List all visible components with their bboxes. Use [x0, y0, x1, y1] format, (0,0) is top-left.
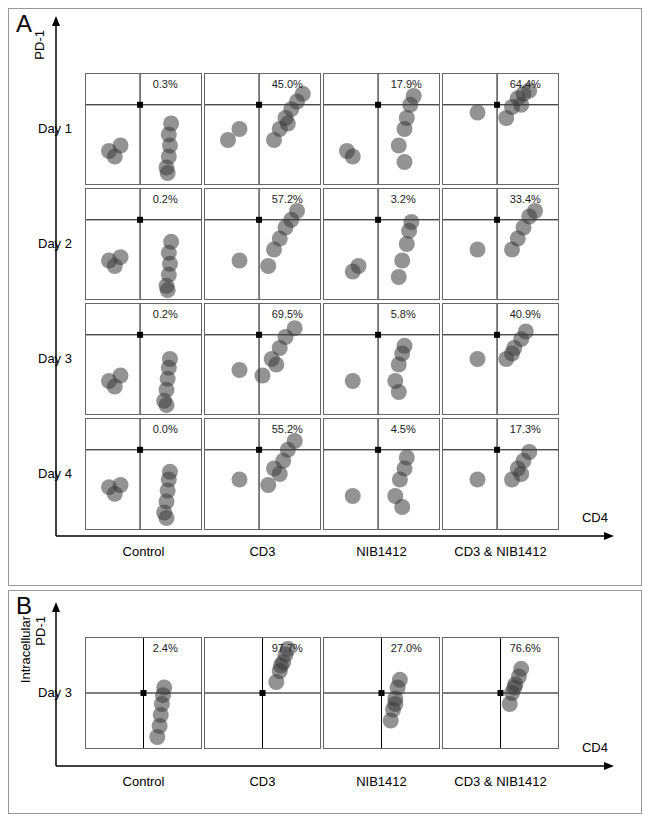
html-text:4.5%: 4.5% — [390, 423, 416, 435]
html-text:CD3 & NIB1412: CD3 & NIB1412 — [454, 774, 547, 789]
html-text:CD3: CD3 — [249, 544, 276, 559]
html-text:Control: Control — [122, 774, 165, 789]
html-text:3.2%: 3.2% — [390, 193, 416, 205]
html-text:CD3 & NIB1412: CD3 & NIB1412 — [454, 544, 547, 559]
html-text:B: B — [16, 592, 32, 619]
svg-text:IntracellularPD-1: IntracellularPD-1 — [18, 615, 48, 683]
html-text:55.2%: 55.2% — [271, 423, 303, 435]
html-text:45.0%: 45.0% — [271, 78, 303, 90]
html-text:0.2%: 0.2% — [152, 193, 178, 205]
html-text:64.4%: 64.4% — [509, 78, 541, 90]
html-text:97.7%: 97.7% — [271, 642, 303, 654]
html-text:Day 2: Day 2 — [38, 236, 72, 251]
html-text:Control: Control — [122, 544, 165, 559]
html-text:33.4%: 33.4% — [509, 193, 541, 205]
html-text:A: A — [16, 10, 32, 37]
svg-text:CD4: CD4 — [582, 510, 608, 525]
html-text:2.4%: 2.4% — [152, 642, 178, 654]
html-text:NIB1412: NIB1412 — [356, 774, 407, 789]
html-text:0.3%: 0.3% — [152, 78, 178, 90]
html-text:0.2%: 0.2% — [152, 308, 178, 320]
html-text:Day 4: Day 4 — [38, 466, 72, 481]
html-text:Day 3: Day 3 — [38, 685, 72, 700]
html-text:NIB1412: NIB1412 — [356, 544, 407, 559]
html-text:17.3%: 17.3% — [509, 423, 541, 435]
html-text:27.0%: 27.0% — [390, 642, 422, 654]
html-text:76.6%: 76.6% — [509, 642, 541, 654]
svg-text:PD-1: PD-1 — [32, 30, 47, 60]
html-text:40.9%: 40.9% — [509, 308, 541, 320]
html-text:69.5%: 69.5% — [271, 308, 303, 320]
html-text:Day 1: Day 1 — [38, 121, 72, 136]
html-text:17.9%: 17.9% — [390, 78, 422, 90]
html-text:Day 3: Day 3 — [38, 351, 72, 366]
html-text:CD3: CD3 — [249, 774, 276, 789]
html-text:57.2%: 57.2% — [271, 193, 303, 205]
html-text:5.8%: 5.8% — [390, 308, 416, 320]
html-text:0.0%: 0.0% — [152, 423, 178, 435]
svg-text:CD4: CD4 — [582, 740, 608, 755]
